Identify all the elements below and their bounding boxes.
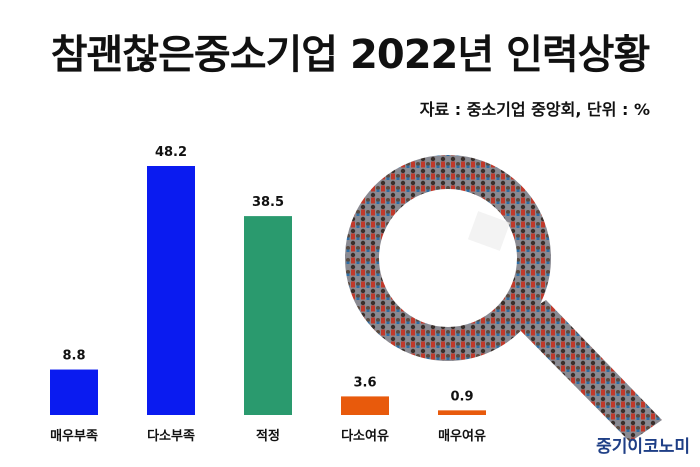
bar-1 xyxy=(50,369,98,415)
magnifier-illustration xyxy=(345,155,662,442)
value-label-4: 3.6 xyxy=(353,375,376,390)
category-label-1: 매우부족 xyxy=(50,429,98,444)
chart-title: 참괜찮은중소기업 2022년 인력상황 xyxy=(50,32,651,78)
value-label-5: 0.9 xyxy=(450,389,473,404)
category-label-5: 매우여유 xyxy=(438,428,486,444)
category-label-4: 다소여유 xyxy=(341,428,389,444)
category-label-2: 다소부족 xyxy=(147,428,195,444)
value-label-1: 8.8 xyxy=(62,349,85,364)
bar-5 xyxy=(438,410,486,415)
category-label-3: 적정 xyxy=(256,428,280,444)
source-note: 자료 : 중소기업 중앙회, 단위 : % xyxy=(419,100,650,119)
bar-4 xyxy=(341,396,389,415)
bar-2 xyxy=(147,166,195,415)
value-label-2: 48.2 xyxy=(155,145,187,160)
value-label-3: 38.5 xyxy=(252,195,284,210)
bar-3 xyxy=(244,216,292,415)
brand-logo-text: 중기이코노미 xyxy=(596,437,690,457)
